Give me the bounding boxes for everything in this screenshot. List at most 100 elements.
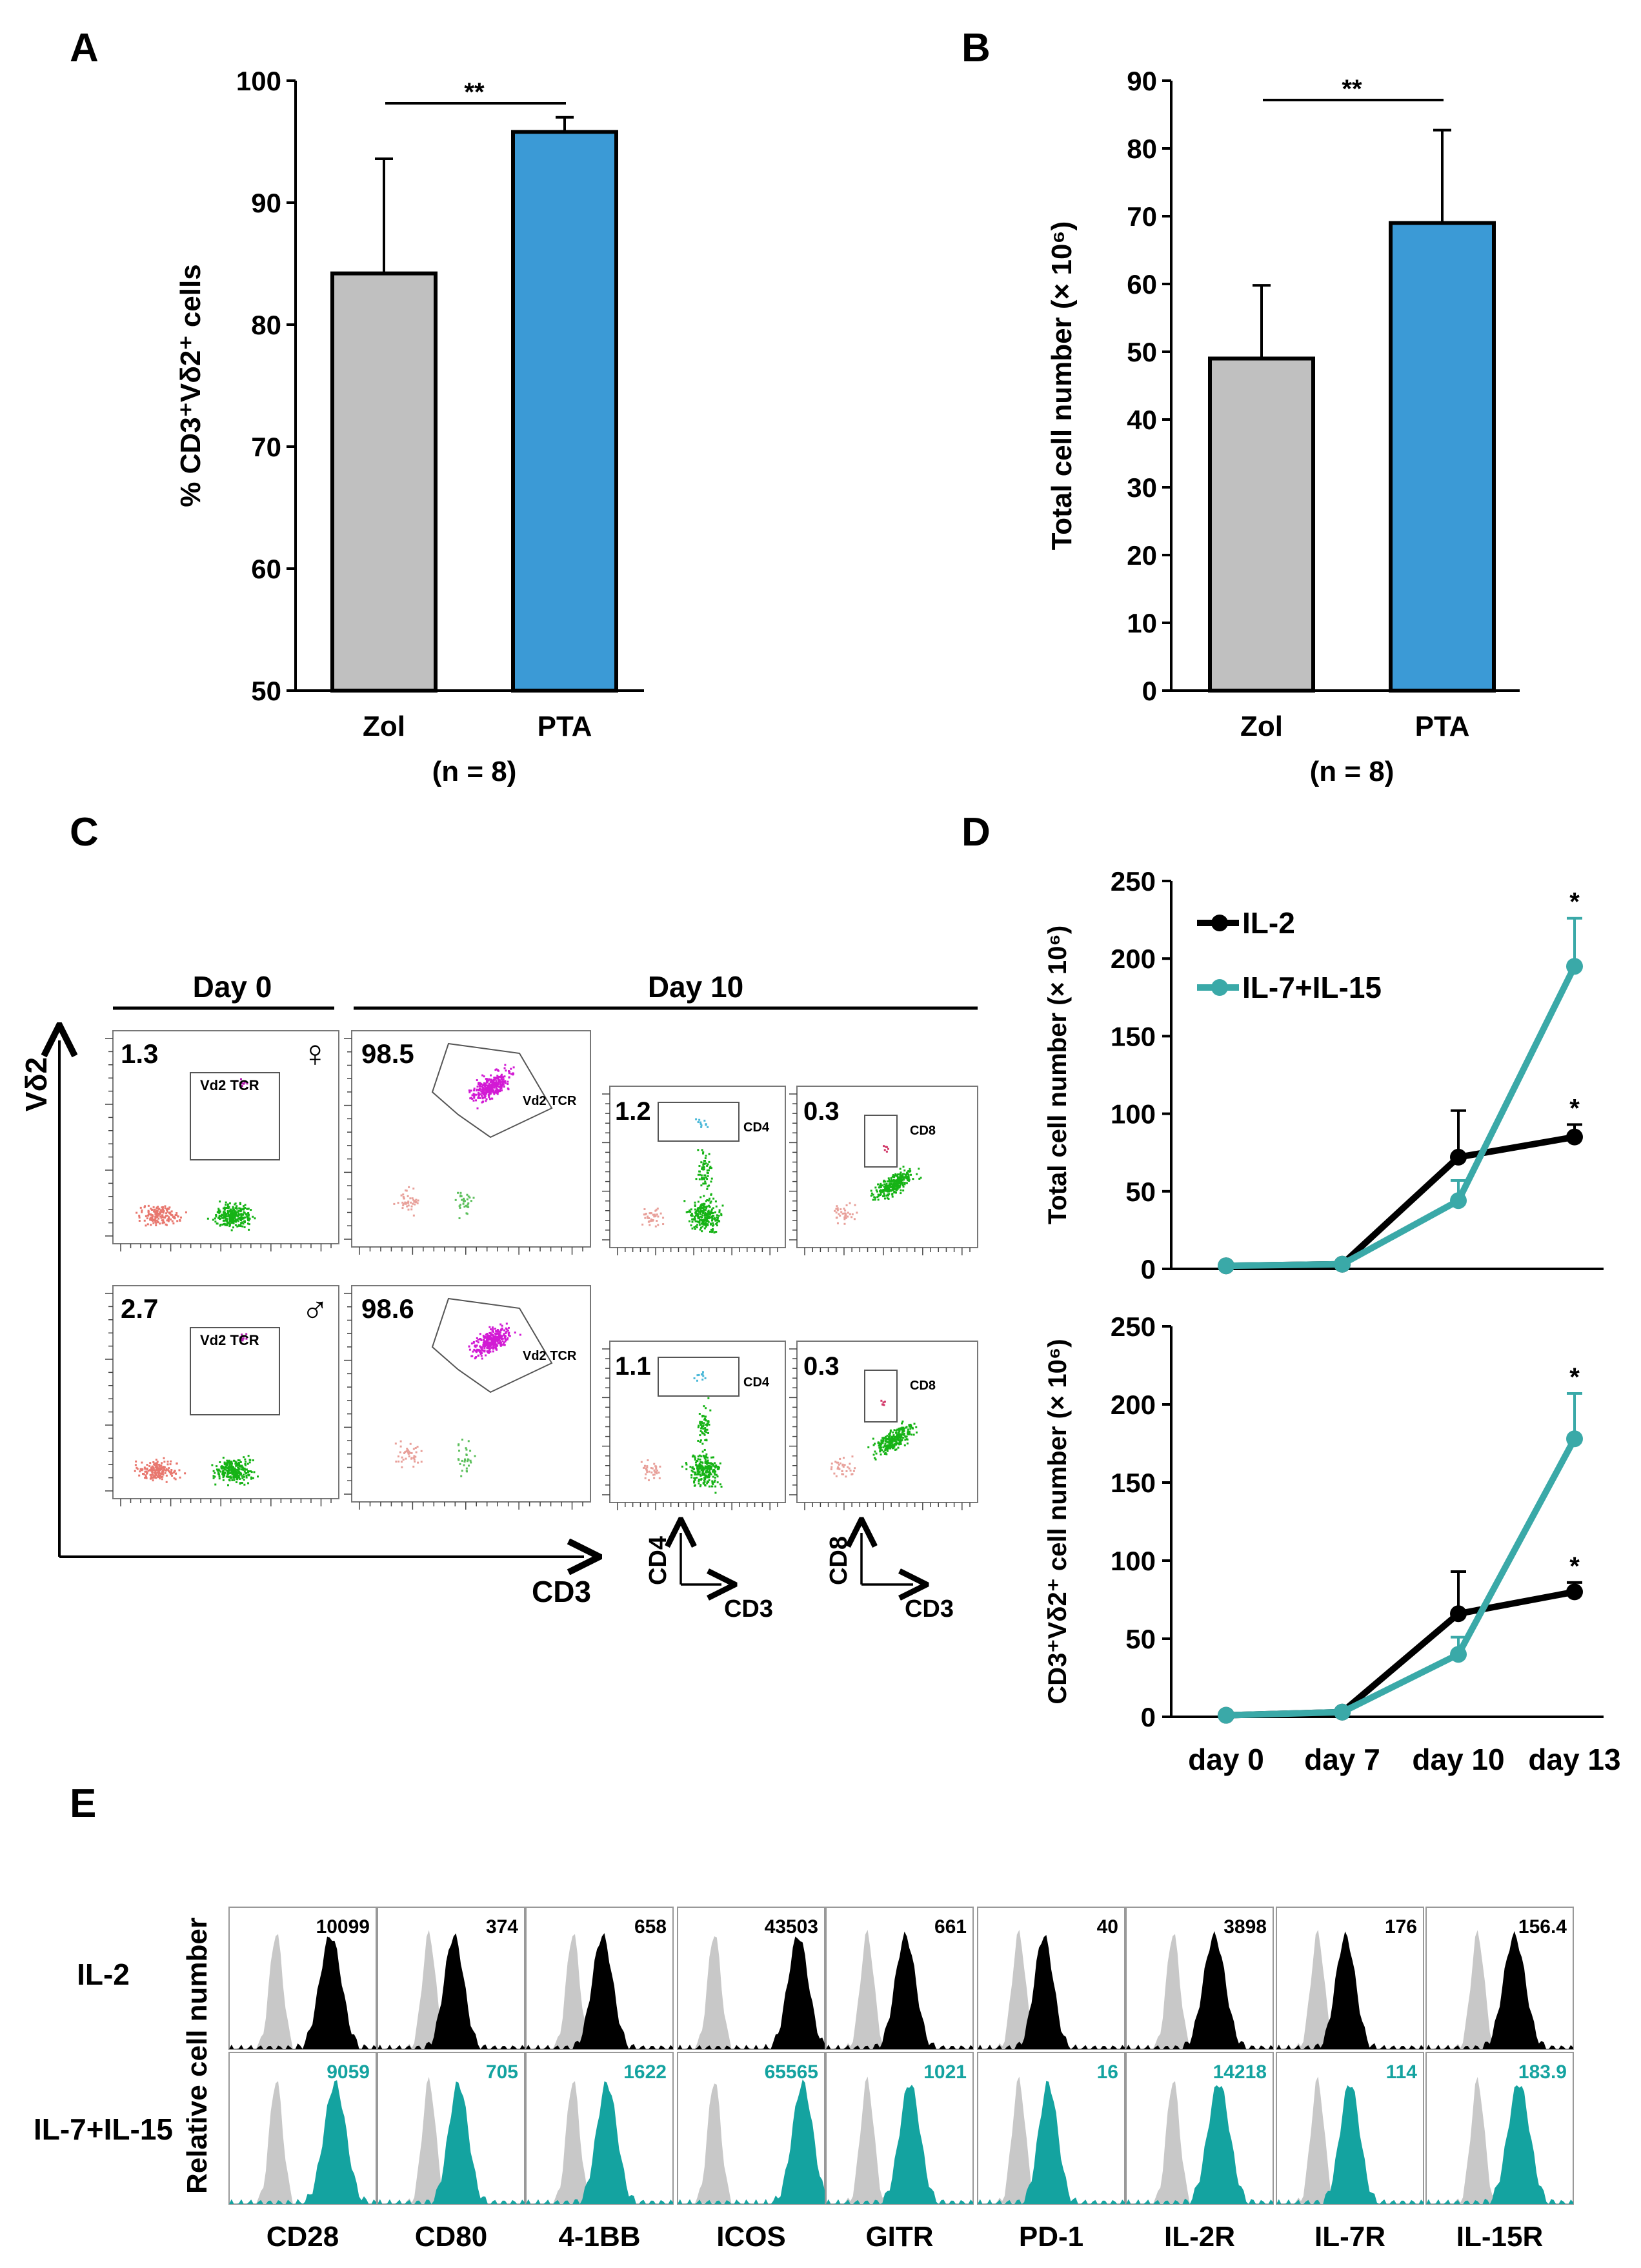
- event-dot: [228, 1206, 230, 1208]
- event-dot: [463, 1461, 466, 1463]
- event-dot: [235, 1475, 237, 1478]
- event-dot: [476, 1107, 479, 1109]
- event-dot: [895, 1179, 898, 1182]
- event-dot: [696, 1208, 699, 1210]
- event-dot: [907, 1428, 909, 1431]
- event-dot: [647, 1459, 649, 1462]
- event-dot: [700, 1184, 703, 1187]
- event-dot: [894, 1191, 897, 1194]
- n-note: (n = 8): [432, 756, 517, 787]
- event-dot: [413, 1455, 416, 1457]
- y-tick-label: 80: [1127, 134, 1157, 164]
- event-dot: [705, 1124, 707, 1126]
- event-dot: [851, 1473, 854, 1475]
- event-dot: [232, 1217, 235, 1219]
- event-dot: [507, 1332, 510, 1335]
- event-dot: [690, 1476, 693, 1479]
- event-dot: [173, 1471, 176, 1473]
- event-dot: [704, 1475, 707, 1477]
- event-dot: [481, 1097, 484, 1100]
- event-dot: [710, 1468, 712, 1470]
- event-dot: [901, 1422, 903, 1424]
- event-dot: [223, 1208, 226, 1211]
- event-dot: [711, 1230, 714, 1233]
- event-dot: [908, 1425, 911, 1428]
- event-dot: [235, 1212, 237, 1215]
- event-dot: [874, 1199, 876, 1201]
- event-dot: [492, 1342, 495, 1345]
- event-dot: [232, 1469, 235, 1472]
- event-dot: [692, 1468, 695, 1470]
- event-dot: [241, 1466, 244, 1468]
- event-dot: [487, 1336, 489, 1339]
- event-dot: [185, 1211, 187, 1213]
- event-dot: [232, 1214, 235, 1217]
- event-dot: [916, 1173, 918, 1175]
- event-dot: [500, 1078, 503, 1080]
- event-dot: [836, 1461, 839, 1464]
- event-dot: [643, 1464, 646, 1467]
- event-dot: [693, 1471, 696, 1473]
- sample-histogram: [678, 2079, 825, 2204]
- event-dot: [706, 1217, 709, 1219]
- event-dot: [484, 1343, 487, 1346]
- event-dot: [216, 1211, 219, 1213]
- event-dot: [227, 1461, 230, 1463]
- event-dot: [659, 1212, 662, 1215]
- event-dot: [479, 1082, 481, 1084]
- control-histogram: [1276, 1929, 1424, 2049]
- event-dot: [653, 1463, 656, 1465]
- event-dot: [494, 1081, 497, 1084]
- event-dot: [235, 1468, 237, 1471]
- event-dot: [700, 1124, 703, 1127]
- event-dot: [206, 1217, 209, 1220]
- significance-stars: **: [1342, 75, 1362, 103]
- event-dot: [706, 1428, 709, 1431]
- event-dot: [226, 1224, 228, 1226]
- y-tick-label: 250: [1111, 866, 1156, 896]
- sample-histogram: [1126, 1930, 1273, 2049]
- event-dot: [704, 1211, 707, 1214]
- event-dot: [881, 1442, 883, 1444]
- event-dot: [487, 1344, 489, 1346]
- event-dot: [247, 1470, 250, 1472]
- marker-label: ICOS: [716, 2221, 786, 2253]
- gate-vd2-polygon: [431, 1042, 553, 1139]
- event-dot: [716, 1221, 718, 1224]
- event-dot: [895, 1448, 898, 1451]
- event-dot: [490, 1087, 492, 1089]
- event-dot: [245, 1472, 247, 1475]
- event-dot: [485, 1100, 487, 1102]
- event-dot: [703, 1209, 705, 1211]
- event-dot: [241, 1216, 243, 1219]
- mfi-value: 156.4: [1518, 1916, 1567, 1938]
- event-dot: [508, 1070, 510, 1073]
- event-dot: [475, 1093, 478, 1096]
- event-dot: [174, 1217, 176, 1219]
- event-dot: [708, 1476, 710, 1479]
- event-dot: [473, 1348, 476, 1351]
- event-dot: [454, 1199, 457, 1201]
- event-dot: [698, 1165, 701, 1168]
- event-dot: [174, 1478, 177, 1481]
- event-dot: [703, 1430, 706, 1433]
- event-dot: [487, 1342, 489, 1344]
- event-dot: [714, 1231, 716, 1233]
- event-dot: [160, 1473, 163, 1475]
- event-dot: [230, 1463, 232, 1465]
- event-dot: [237, 1217, 240, 1220]
- event-dot: [229, 1466, 232, 1468]
- event-dot: [231, 1211, 234, 1214]
- event-dot: [230, 1466, 233, 1469]
- event-dot: [166, 1463, 169, 1466]
- event-dot: [834, 1461, 837, 1463]
- event-dot: [700, 1210, 703, 1212]
- event-dot: [480, 1095, 483, 1097]
- event-dot: [701, 1431, 703, 1433]
- event-dot: [489, 1078, 492, 1081]
- event-dot: [164, 1205, 166, 1208]
- event-dot: [705, 1467, 707, 1470]
- event-dot: [716, 1475, 719, 1478]
